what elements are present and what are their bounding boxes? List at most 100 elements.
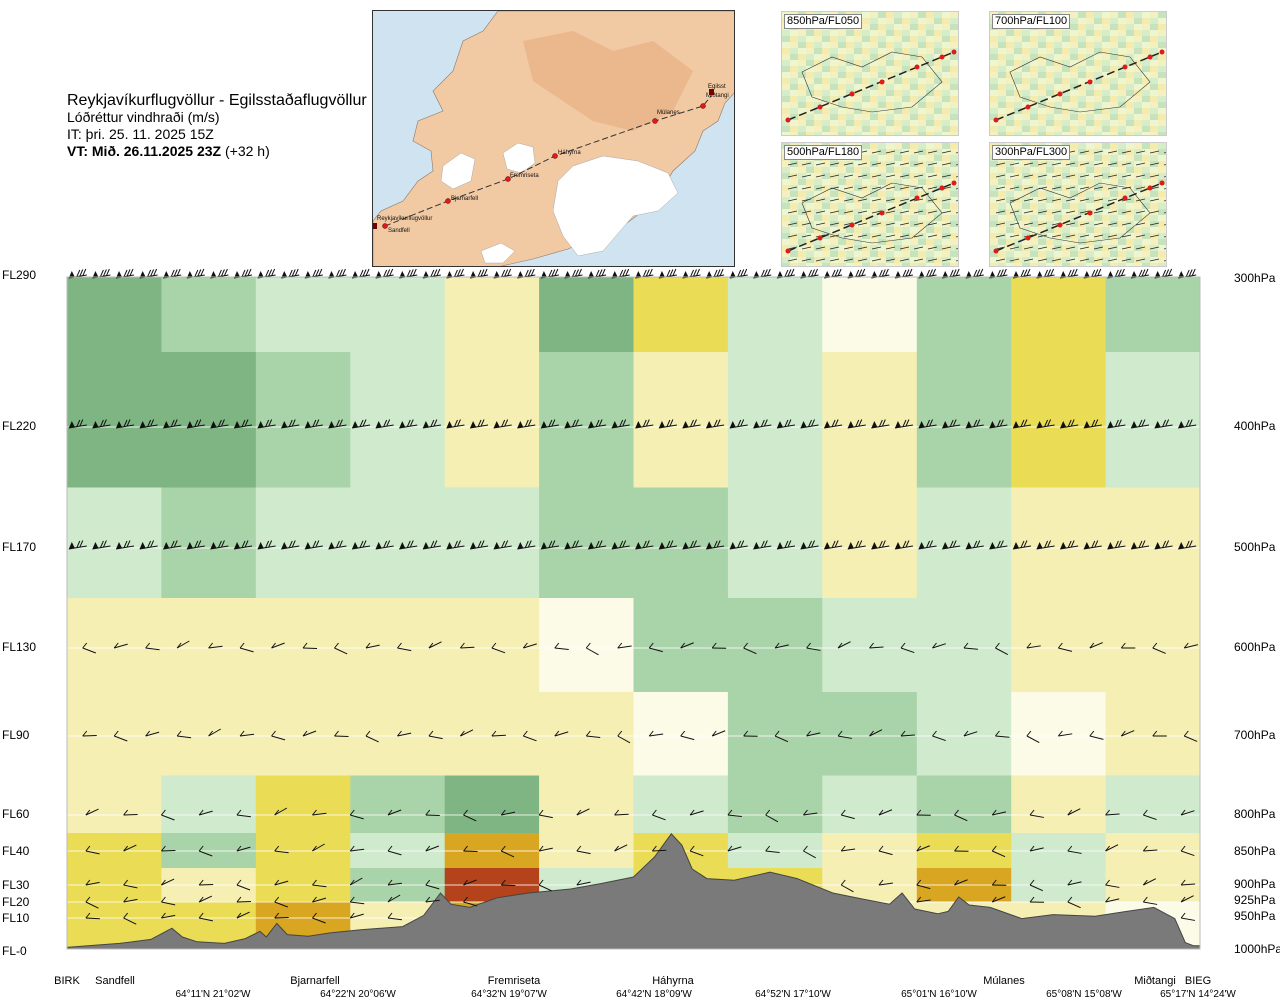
panel-field-cell: [1054, 36, 1062, 42]
panel-field-cell: [846, 36, 854, 42]
barb-feather: [811, 269, 815, 277]
wind-barb: [965, 540, 984, 550]
barb-shaft: [350, 814, 364, 820]
panel-wind-barb: [1009, 210, 1020, 214]
panel-field-cell: [1022, 108, 1030, 114]
panel-field-cell: [918, 114, 926, 120]
panel-field-cell: [1038, 167, 1046, 173]
barb-feather: [916, 845, 922, 852]
panel-wind-barb: [1051, 198, 1062, 202]
barb-pennant: [493, 271, 500, 278]
wind-barb: [1107, 540, 1126, 550]
panel-field-cell: [782, 221, 790, 227]
barb-feather: [244, 269, 249, 277]
panel-field-cell: [926, 221, 934, 227]
panel-wind-barb: [1163, 164, 1166, 166]
barb-pennant: [517, 421, 524, 428]
panel-field-cell: [1110, 155, 1118, 161]
barb-pennant: [564, 421, 571, 428]
panel-wind-barb: [1023, 186, 1034, 190]
barb-feather: [173, 419, 178, 427]
hpa-label: 950hPa: [1234, 909, 1276, 923]
panel-field-cell: [886, 167, 894, 173]
barb-shaft: [652, 814, 666, 821]
panel-field-cell: [1142, 126, 1150, 132]
panel-field-cell: [1118, 78, 1126, 84]
barb-shaft: [1143, 849, 1158, 852]
panel-field-cell: [1006, 78, 1014, 84]
panel-wind-barb: [1051, 210, 1062, 214]
panel-300: 300hPa/FL300: [989, 142, 1167, 267]
panel-field-cell: [1134, 60, 1142, 66]
panel-field-cell: [1110, 203, 1118, 209]
panel-field-cell: [1126, 12, 1134, 18]
panel-field-cell: [958, 191, 959, 197]
panel-field-cell: [998, 191, 1006, 197]
panel-field-cell: [870, 102, 878, 108]
panel-field-cell: [1078, 167, 1086, 173]
panel-field-cell: [1030, 173, 1038, 179]
panel-field-cell: [1046, 96, 1054, 102]
panel-field-cell: [958, 126, 959, 132]
panel-wind-barb: [1037, 222, 1048, 226]
panel-field-cell: [838, 102, 846, 108]
panel-field-cell: [998, 120, 1006, 126]
panel-field-cell: [1134, 96, 1142, 102]
panel-wind-barb: [1009, 234, 1020, 238]
barb-feather: [365, 642, 371, 649]
panel-field-cell: [782, 108, 790, 114]
wind-barb: [145, 642, 160, 651]
location-label: Sandfell: [95, 975, 135, 987]
panel-field-cell: [894, 84, 902, 90]
panel-850-drawing: [782, 12, 959, 135]
panel-field-cell: [1070, 245, 1078, 251]
panel-field-cell: [830, 54, 838, 60]
panel-field-cell: [1046, 239, 1054, 245]
panel-field-cell: [1150, 90, 1158, 96]
panel-field-cell: [838, 54, 846, 60]
wind-barb: [349, 912, 364, 919]
panel-field-cell: [942, 126, 950, 132]
panel-field-cell: [886, 90, 894, 96]
barb-feather: [1029, 879, 1035, 886]
wind-barb: [274, 896, 288, 908]
wind-barb: [576, 845, 591, 855]
barb-feather: [666, 540, 671, 548]
panel-field-cell: [1070, 203, 1078, 209]
wind-barb: [540, 540, 559, 550]
panel-wind-barb: [913, 210, 924, 214]
panel-wind-barb: [927, 186, 938, 190]
panel-field-cell: [790, 90, 798, 96]
panel-field-cell: [1158, 120, 1166, 126]
velocity-cell: [727, 352, 823, 488]
panel-field-cell: [798, 239, 806, 245]
barb-pennant: [942, 421, 949, 428]
panel-field-cell: [1078, 161, 1086, 167]
barb-feather: [902, 540, 907, 548]
panel-field-cell: [798, 72, 806, 78]
barb-pennant: [210, 271, 217, 278]
panel-field-cell: [950, 245, 958, 251]
barb-feather: [223, 268, 228, 276]
panel-field-cell: [822, 108, 830, 114]
panel-field-cell: [838, 36, 846, 42]
barb-shaft: [538, 884, 552, 892]
wind-barb: [1105, 844, 1119, 852]
panel-wind-barb: [1163, 260, 1166, 262]
panel-field-cell: [926, 96, 934, 102]
barb-feather: [831, 269, 836, 277]
barb-feather: [291, 269, 296, 277]
panel-field-cell: [1142, 257, 1150, 263]
panel-field-cell: [1086, 24, 1094, 30]
fl-label: FL170: [2, 540, 37, 554]
panel-field-cell: [910, 96, 918, 102]
barb-feather: [501, 269, 506, 277]
barb-pennant: [422, 542, 429, 549]
panel-field-cell: [1006, 263, 1014, 266]
panel-field-cell: [1110, 167, 1118, 173]
hpa-label: 1000hPa: [1234, 942, 1280, 956]
panel-field-cell: [1086, 72, 1094, 78]
barb-pennant: [729, 421, 736, 428]
panel-field-cell: [1062, 90, 1070, 96]
panel-field-cell: [1150, 215, 1158, 221]
